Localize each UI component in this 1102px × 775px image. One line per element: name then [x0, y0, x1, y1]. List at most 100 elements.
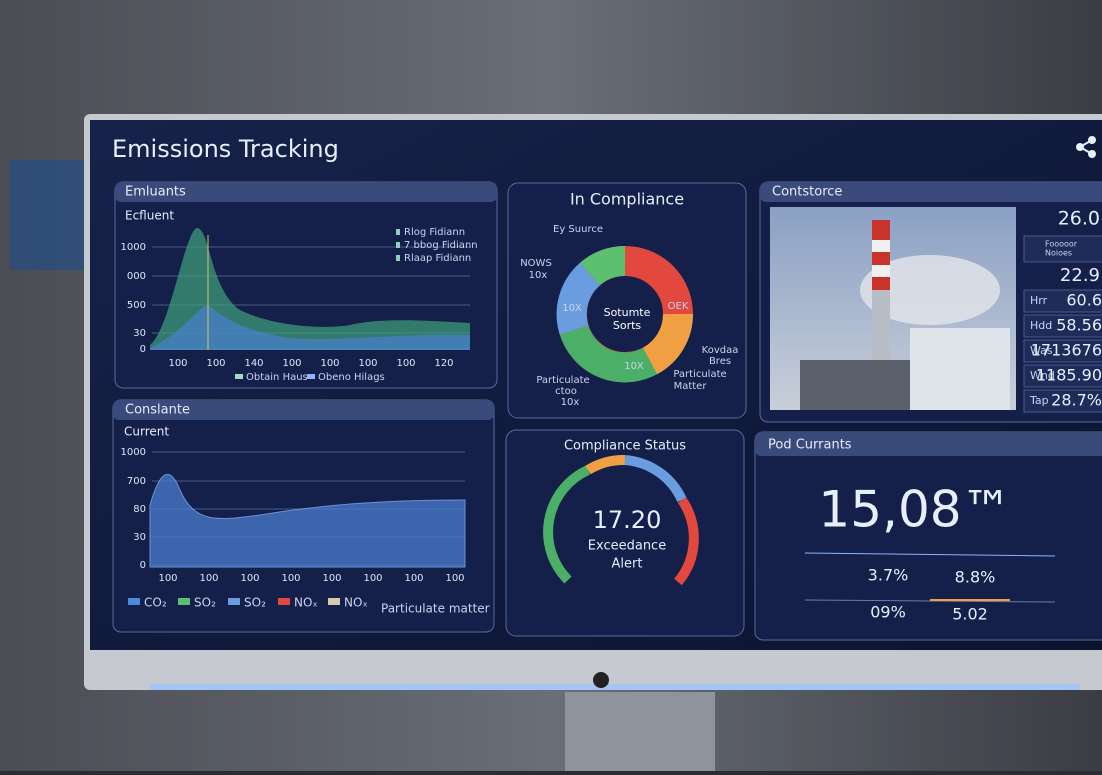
legend-label: 7 bbog Fidiann [404, 240, 478, 251]
stat: 3.7% [868, 566, 909, 585]
reading-note: Fooooor [1045, 240, 1078, 249]
y-tick-label: 0 [140, 344, 146, 355]
reading-value: 60.6 [1066, 291, 1102, 310]
donut-label: Particulate [673, 369, 726, 380]
donut-label: OEK [668, 301, 689, 312]
reading-key: Wnd [1030, 369, 1055, 382]
panel-subtitle: Ecfluent [125, 209, 174, 223]
donut-label: Particulate [536, 375, 589, 386]
donut-label: Bres [709, 356, 731, 367]
area [150, 228, 470, 350]
area [149, 473, 466, 568]
camera [593, 672, 609, 688]
legend-label: NOₓ [344, 596, 368, 610]
panel-title: Conslante [125, 403, 190, 418]
x-tick-label: 100 [281, 573, 300, 584]
x-tick-label: 100 [168, 358, 187, 369]
reading: 26.0 [1058, 208, 1100, 230]
donut-label: Kovdaa [702, 345, 739, 356]
gauge-label: Alert [612, 557, 643, 572]
reading-box [1023, 314, 1102, 338]
reading-value: 1713676 [1031, 341, 1102, 360]
donut-label: NOWS [520, 258, 552, 269]
legend-label: Obeno Hilags [318, 372, 385, 383]
chimney-base [872, 290, 890, 370]
y-tick-label: 1000 [121, 242, 146, 253]
divider [804, 552, 1056, 557]
panel-header [113, 400, 494, 420]
big-value: 15,08™ [818, 481, 1011, 539]
x-tick-label: 120 [434, 358, 453, 369]
chimney-stripe [872, 240, 890, 252]
y-tick-label: 80 [133, 504, 146, 515]
donut-label: ctoo [555, 386, 577, 397]
x-tick-label: 100 [358, 358, 377, 369]
chimney-stripe [872, 265, 890, 277]
legend-swatch [396, 255, 400, 261]
building [800, 360, 910, 410]
panel-title: Contstorce [772, 185, 842, 200]
donut-center: Sorts [613, 319, 642, 332]
legend-label: NOₓ [294, 596, 318, 610]
reading-box [1023, 389, 1102, 413]
reading-value: 1185.90 [1036, 366, 1102, 385]
stat: 5.02 [952, 605, 988, 624]
panel-header [755, 432, 1102, 456]
blur-screen [10, 160, 85, 270]
stat: 8.8% [955, 568, 996, 587]
donut-label: 10X [562, 303, 582, 314]
reading-value: 58.56 [1056, 316, 1102, 335]
gauge-value: 17.20 [593, 506, 662, 534]
donut-label: Ey Suurce [553, 224, 603, 235]
dashboard-title: Emissions Tracking [112, 135, 339, 163]
panel-title: Emluants [125, 185, 186, 200]
panel-header [115, 182, 497, 202]
reading-key: Tap [1029, 394, 1049, 407]
area [150, 305, 470, 350]
x-tick-label: 100 [240, 573, 259, 584]
legend-label: Particulate matter [381, 602, 490, 616]
y-tick-label: 000 [127, 271, 146, 282]
gauge-label: Exceedance [588, 539, 666, 554]
panel-title: Pod Currants [768, 438, 852, 453]
y-tick-label: 0 [140, 560, 146, 571]
x-tick-label: 100 [363, 573, 382, 584]
donut-center: Sotumte [604, 306, 651, 319]
x-tick-label: 100 [396, 358, 415, 369]
x-tick-label: 100 [322, 573, 341, 584]
y-tick-label: 500 [127, 300, 146, 311]
legend-swatch [178, 598, 190, 605]
x-tick-label: 100 [206, 358, 225, 369]
x-tick-label: 100 [282, 358, 301, 369]
reading-value: 28.7% [1051, 391, 1102, 410]
gauge [543, 455, 699, 586]
reading-key: Was [1030, 344, 1053, 357]
donut-label: 10x [561, 397, 580, 408]
legend-swatch [228, 598, 240, 605]
reading: 22.9 [1060, 265, 1100, 286]
donut-label: Matter [674, 381, 708, 392]
donut [556, 245, 694, 383]
donut-label: 10X [624, 361, 644, 372]
stand [565, 692, 715, 771]
stat: 09% [870, 603, 906, 622]
y-tick-label: 30 [133, 328, 146, 339]
reading-key: Hdd [1030, 319, 1052, 332]
share-icon[interactable] [1076, 136, 1096, 158]
reading-box [1023, 289, 1102, 313]
panel [507, 182, 747, 419]
x-tick-label: 100 [320, 358, 339, 369]
legend-swatch [396, 242, 400, 248]
panel-title: In Compliance [570, 190, 684, 209]
legend-swatch [278, 598, 290, 605]
smoke [860, 255, 1000, 325]
donut-label: 10x [529, 270, 548, 281]
panel-subtitle: Current [124, 425, 169, 439]
panel-header [760, 182, 1102, 202]
legend-swatch [307, 374, 315, 379]
reading-box [1023, 364, 1102, 388]
legend-label: SO₂ [194, 596, 216, 610]
legend-label: Rlog Fidiann [404, 227, 465, 238]
x-tick-label: 100 [404, 573, 423, 584]
